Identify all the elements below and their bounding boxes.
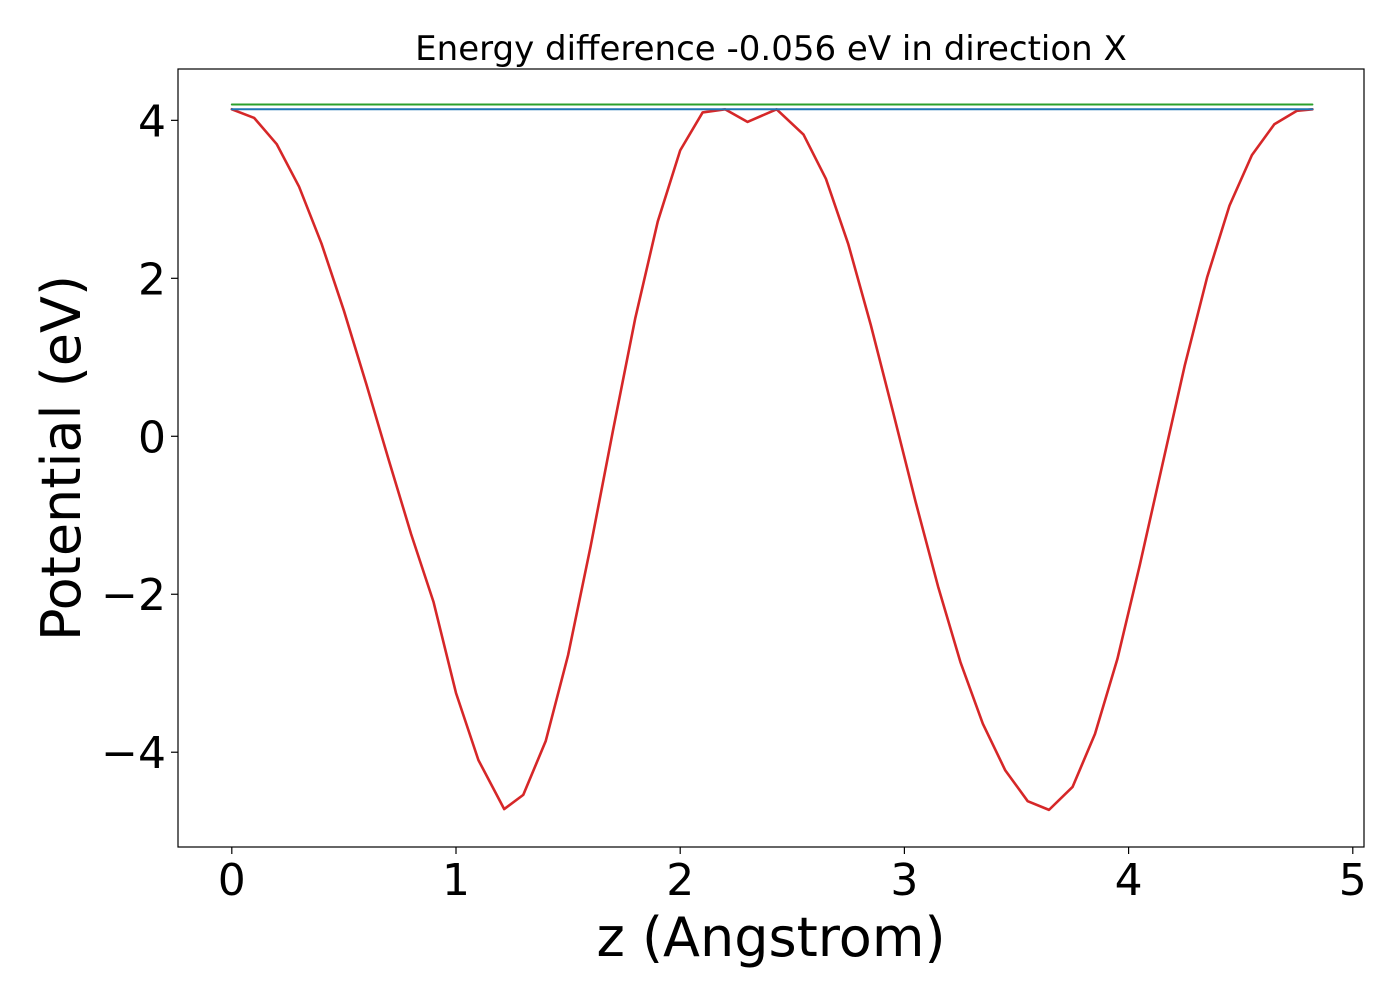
y-tick-label: −2 (101, 570, 166, 621)
plot-frame (177, 68, 1365, 848)
x-tick-label: 1 (442, 855, 470, 906)
y-tick-label: 0 (138, 412, 166, 463)
y-tick-label: 2 (138, 254, 166, 305)
series-line-0 (230, 107, 1314, 812)
x-tick-label: 2 (666, 855, 694, 906)
x-tick-label: 0 (218, 855, 246, 906)
y-axis: −4 −2 0 2 4 (101, 96, 178, 779)
x-axis-label: z (Angstrom) (596, 906, 945, 969)
x-tick-label: 5 (1339, 855, 1367, 906)
x-tick-label: 4 (1115, 855, 1143, 906)
series-layer (230, 103, 1314, 812)
x-axis: 0 1 2 3 4 5 (218, 847, 1367, 906)
y-tick-label: −4 (101, 728, 166, 779)
y-axis-label: Potential (eV) (30, 275, 93, 641)
chart-title: Energy difference -0.056 eV in direction… (415, 29, 1127, 69)
y-tick-label: 4 (138, 96, 166, 147)
x-tick-label: 3 (890, 855, 918, 906)
